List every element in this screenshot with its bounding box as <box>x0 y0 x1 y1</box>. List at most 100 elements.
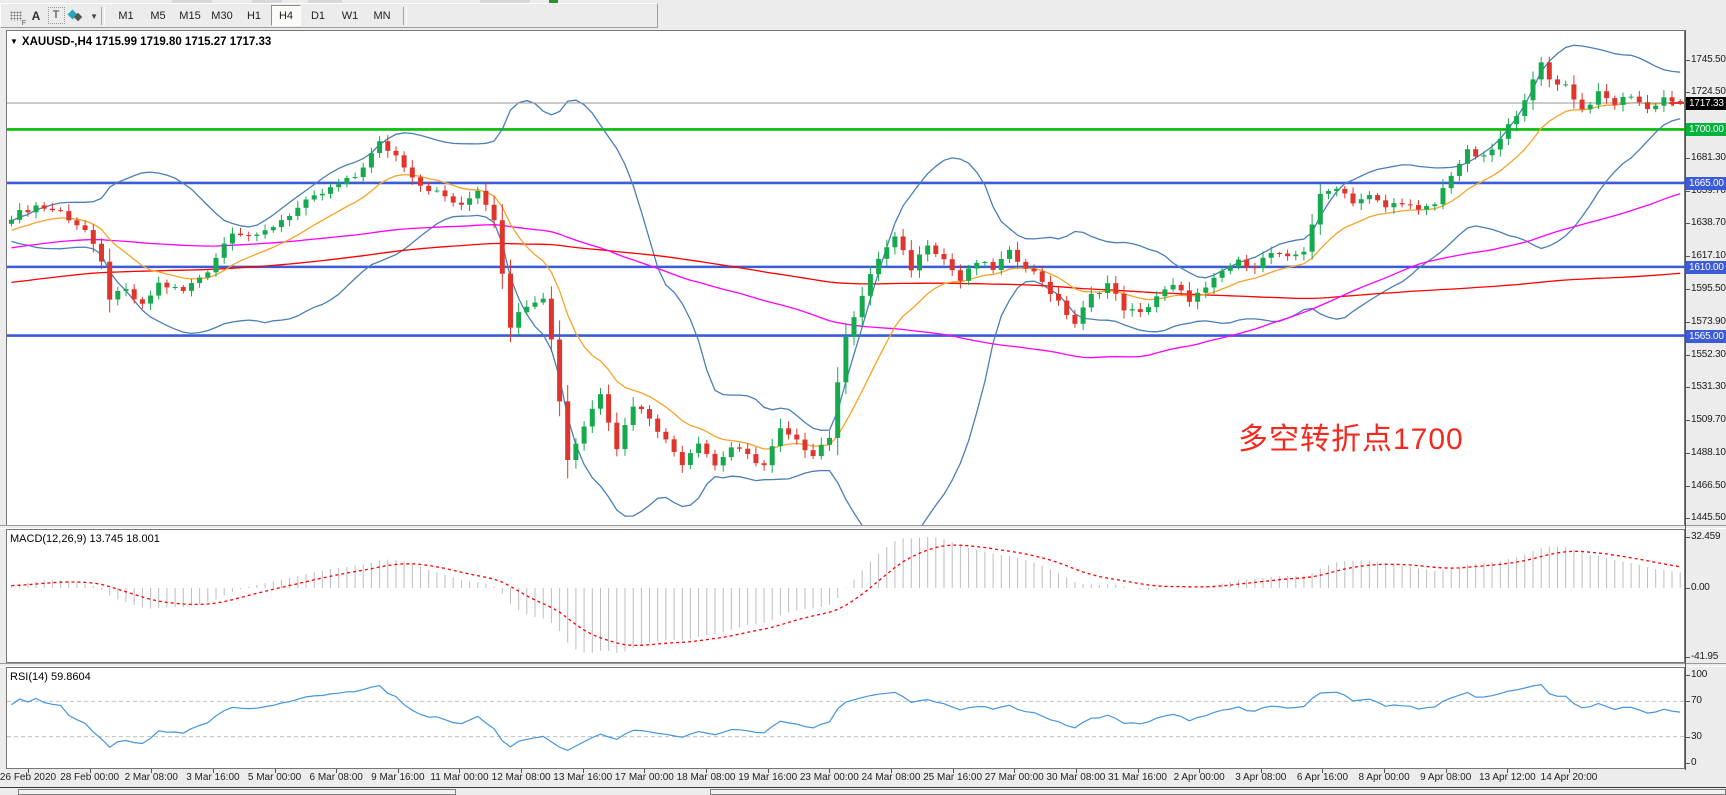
axis-tick <box>1685 289 1690 290</box>
axis-tick <box>1685 675 1690 676</box>
time-axis-label: 2 Mar 08:00 <box>124 772 178 783</box>
axis-tick <box>1685 657 1690 658</box>
macd-indicator-label: MACD(12,26,9) 13.745 18.001 <box>10 533 160 545</box>
axis-tick <box>1685 486 1690 487</box>
axis-tick <box>1685 355 1690 356</box>
time-axis-label: 5 Mar 00:00 <box>247 772 302 783</box>
panel-splitter[interactable] <box>0 525 1726 529</box>
current-price-badge: 1717.33 <box>1686 97 1726 110</box>
time-axis-label: 23 Mar 00:00 <box>799 772 859 783</box>
axis-tick <box>1685 701 1690 702</box>
time-axis-tick <box>1322 769 1324 773</box>
timeframe-button-m1[interactable]: M1 <box>118 9 134 22</box>
price-tick-label: 1638.70 <box>1691 217 1726 228</box>
font-a-button[interactable]: A <box>31 8 41 23</box>
price-tick-label: 1659.70 <box>1691 185 1726 196</box>
objects-arrow-button[interactable]: ▼ <box>66 6 98 26</box>
axis-tick <box>1685 387 1690 388</box>
drawing-toolbar: F A T ▼ M1 M5 M15 M30 H1 H4 D1 W1 MN <box>0 3 658 28</box>
time-axis-label: 11 Mar 00:00 <box>430 772 489 783</box>
time-axis-tick <box>28 769 29 773</box>
text-label-button[interactable]: T <box>46 6 66 26</box>
panel-splitter[interactable] <box>0 663 1726 667</box>
time-axis-tick <box>459 769 461 773</box>
grid-f-label: F <box>21 19 26 27</box>
rsi-axis-label: 30 <box>1691 731 1702 742</box>
time-axis-tick <box>1569 769 1570 773</box>
time-axis-label: 8 Apr 00:00 <box>1358 772 1410 783</box>
grid-tool-button[interactable]: F <box>6 6 26 27</box>
rsi-axis-label: 0 <box>1691 757 1697 768</box>
axis-tick <box>1685 588 1690 589</box>
time-axis-label: 27 Mar 00:00 <box>984 772 1044 783</box>
macd-panel[interactable] <box>6 529 1685 663</box>
time-axis-label: 14 Apr 20:00 <box>1540 772 1598 783</box>
clipped-toolbar-fragment <box>172 0 212 3</box>
price-tick-label: 1724.50 <box>1691 86 1726 97</box>
time-axis-label: 13 Apr 12:00 <box>1479 772 1536 783</box>
timeframe-button-w1[interactable]: W1 <box>341 9 359 22</box>
time-axis-tick <box>274 769 276 773</box>
time-axis-label: 9 Apr 08:00 <box>1420 772 1472 783</box>
timeframe-button-d1[interactable]: D1 <box>310 9 326 22</box>
time-axis-label: 17 Mar 00:00 <box>614 772 674 783</box>
axis-tick <box>1685 60 1690 61</box>
timeframe-button-m5[interactable]: M5 <box>150 9 166 22</box>
axis-tick <box>1685 158 1690 159</box>
time-axis-tick <box>1507 769 1509 773</box>
time-axis-tick <box>1137 769 1139 773</box>
price-tick-label: 1488.10 <box>1691 447 1726 458</box>
rsi-axis-label: 70 <box>1691 695 1702 706</box>
time-axis-label: 24 Mar 08:00 <box>861 772 921 783</box>
chart-title-text: XAUUSD-,H4 1715.99 1719.80 1715.27 1717.… <box>21 36 272 48</box>
price-tick-label: 1445.50 <box>1691 512 1726 523</box>
price-tick-label: 1681.30 <box>1691 152 1726 163</box>
timeframe-button-m30[interactable]: M30 <box>211 9 233 22</box>
axis-tick <box>1685 737 1690 738</box>
time-axis-tick <box>1445 769 1447 773</box>
timeframe-button-m15[interactable]: M15 <box>179 9 201 22</box>
time-axis-label: 6 Apr 16:00 <box>1296 772 1349 783</box>
axis-tick <box>1685 763 1690 764</box>
time-axis-label: 25 Mar 16:00 <box>923 772 983 783</box>
time-axis-label: 26 Feb 2020 <box>0 772 57 783</box>
time-axis-tick <box>582 769 584 773</box>
rsi-panel[interactable] <box>6 667 1685 769</box>
level-price-badge: 1610.00 <box>1686 261 1726 274</box>
time-axis-tick <box>829 769 831 773</box>
time-axis-tick <box>212 769 214 773</box>
level-price-badge: 1700.00 <box>1686 123 1726 136</box>
time-axis-tick <box>952 769 954 773</box>
time-axis-tick <box>151 769 153 773</box>
time-axis-tick <box>1384 769 1386 773</box>
macd-axis-label: -41.95 <box>1691 651 1719 662</box>
timeframe-button-mn[interactable]: MN <box>373 9 391 22</box>
toolbar-separator <box>101 6 105 25</box>
clipped-toolbar-fragment <box>480 0 530 3</box>
price-tick-label: 1466.50 <box>1691 480 1726 491</box>
time-axis-tick <box>706 769 708 773</box>
grid-icon <box>10 10 22 21</box>
timeframe-button-h4[interactable]: H4 <box>271 5 301 26</box>
axis-tick <box>1685 256 1690 257</box>
time-axis-label: 9 Mar 16:00 <box>371 772 425 783</box>
time-axis-label: 12 Mar 08:00 <box>491 772 551 783</box>
rsi-axis-label: 100 <box>1691 669 1708 680</box>
price-tick-label: 1573.90 <box>1691 316 1726 327</box>
level-price-badge: 1565.00 <box>1686 330 1726 343</box>
axis-tick <box>1685 322 1690 323</box>
price-tick-label: 1617.10 <box>1691 250 1726 261</box>
time-axis-tick <box>1199 769 1201 773</box>
macd-axis-label: 32.459 <box>1691 531 1721 542</box>
time-axis-label: 31 Mar 16:00 <box>1108 772 1167 783</box>
timeframe-button-h1[interactable]: H1 <box>246 9 262 22</box>
window-separator <box>0 787 1726 788</box>
price-tick-label: 1531.30 <box>1691 381 1726 392</box>
timeframe-toolbar: M1 M5 M15 M30 H1 H4 D1 W1 MN <box>110 5 398 26</box>
time-axis-tick <box>767 769 769 773</box>
symbol-dropdown-icon[interactable]: ▼ <box>10 37 18 46</box>
clipped-subwindow <box>710 789 1726 795</box>
time-axis-label: 28 Feb 00:00 <box>60 772 120 783</box>
chevron-down-icon: ▼ <box>90 11 98 21</box>
chart-annotation-text[interactable]: 多空转折点1700 <box>1238 423 1464 456</box>
